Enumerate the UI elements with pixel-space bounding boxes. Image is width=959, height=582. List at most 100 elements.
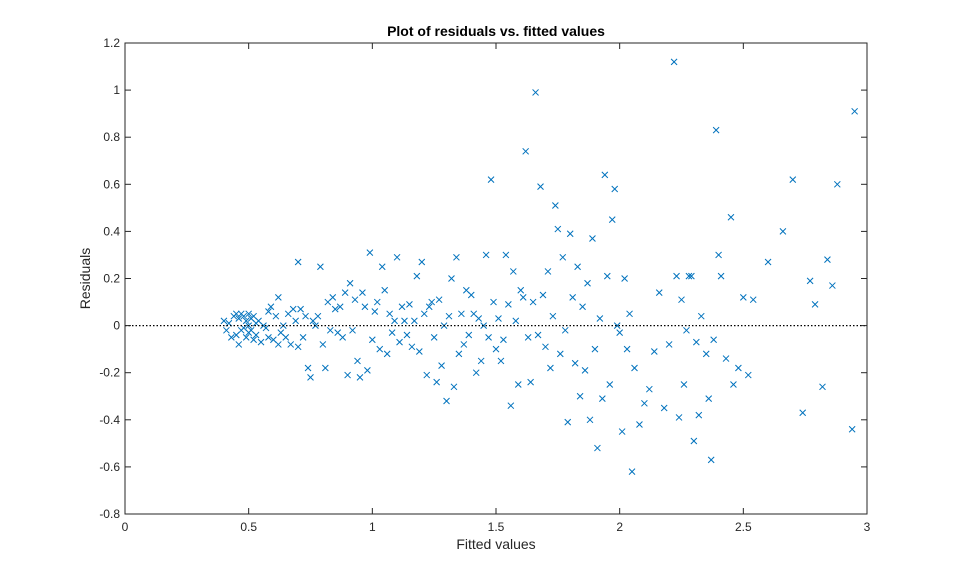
data-point xyxy=(265,334,272,341)
data-point xyxy=(665,341,673,348)
data-point xyxy=(485,334,492,341)
data-point xyxy=(378,263,386,271)
data-point xyxy=(554,225,562,233)
data-point xyxy=(601,171,609,179)
data-point xyxy=(564,418,572,426)
data-point xyxy=(576,392,584,400)
data-point xyxy=(220,317,228,325)
data-point xyxy=(678,296,685,304)
data-point xyxy=(317,263,324,271)
data-point xyxy=(302,312,309,320)
data-point xyxy=(361,303,369,311)
data-point xyxy=(428,298,436,306)
data-point xyxy=(514,381,522,388)
data-point xyxy=(779,228,787,235)
data-point xyxy=(467,291,475,299)
data-point xyxy=(267,303,275,311)
data-point xyxy=(715,251,722,259)
data-point xyxy=(641,399,648,407)
data-point xyxy=(477,357,485,365)
x-tick-label: 2 xyxy=(616,520,623,534)
y-tick-label: 0.8 xyxy=(103,130,120,144)
data-point xyxy=(415,348,423,355)
data-point xyxy=(401,317,408,325)
data-point xyxy=(819,383,826,391)
data-point xyxy=(252,331,260,339)
data-point xyxy=(505,301,512,308)
y-axis-ticks: -0.8 -0.6 -0.4 -0.2 0 0.2 0.4 0.6 0.8 1 1.2 xyxy=(99,36,867,521)
data-point xyxy=(811,301,819,308)
data-point xyxy=(497,357,505,365)
data-point xyxy=(534,331,542,339)
data-point xyxy=(406,301,413,308)
data-point xyxy=(240,312,248,320)
data-point xyxy=(245,310,253,318)
data-point xyxy=(250,336,257,344)
data-point xyxy=(739,293,747,301)
y-tick-label: -0.6 xyxy=(99,460,120,474)
data-point xyxy=(507,402,515,410)
data-point xyxy=(569,293,577,301)
data-point xyxy=(393,253,401,261)
data-point xyxy=(326,326,334,334)
data-point xyxy=(594,444,601,452)
data-point xyxy=(482,251,490,259)
data-point xyxy=(368,336,376,344)
data-points-group xyxy=(220,58,858,475)
data-point xyxy=(294,343,302,351)
data-point xyxy=(749,296,757,304)
x-axis-ticks: 0 0.5 1 1.5 2 2.5 3 xyxy=(122,43,871,534)
data-point xyxy=(475,315,483,322)
y-axis-label: Residuals xyxy=(77,248,93,309)
data-point xyxy=(702,350,710,358)
data-point xyxy=(307,374,314,381)
data-point xyxy=(675,414,683,421)
data-point xyxy=(329,293,337,301)
data-point xyxy=(386,310,394,318)
data-point xyxy=(628,468,636,475)
data-point xyxy=(608,216,616,223)
data-point xyxy=(673,272,680,280)
data-point xyxy=(522,147,530,155)
data-point xyxy=(480,322,487,329)
data-point xyxy=(586,416,594,424)
data-point xyxy=(433,378,440,386)
data-point xyxy=(571,359,579,367)
data-point xyxy=(408,343,416,351)
data-point xyxy=(589,235,596,242)
data-point xyxy=(381,286,389,294)
data-point xyxy=(460,341,468,348)
data-point xyxy=(631,364,638,372)
data-point xyxy=(621,275,628,282)
data-point xyxy=(789,176,797,183)
data-point xyxy=(851,107,858,115)
data-point xyxy=(744,371,752,379)
data-point xyxy=(411,317,418,325)
data-point xyxy=(799,409,807,417)
data-point xyxy=(547,364,554,372)
data-point xyxy=(435,296,443,304)
data-point xyxy=(423,371,431,379)
data-point xyxy=(539,291,547,299)
data-point xyxy=(398,303,406,311)
data-point xyxy=(366,249,374,256)
data-point xyxy=(292,317,300,325)
chart-title: Plot of residuals vs. fitted values xyxy=(387,23,605,39)
data-point xyxy=(356,374,364,381)
data-point xyxy=(613,322,621,329)
data-point xyxy=(297,305,304,313)
data-point xyxy=(262,324,270,332)
data-point xyxy=(596,315,604,322)
data-point xyxy=(544,268,552,275)
y-tick-label: 0.4 xyxy=(103,224,120,238)
data-point xyxy=(354,357,361,365)
data-point xyxy=(341,289,349,296)
data-point xyxy=(680,381,688,388)
data-point xyxy=(396,338,403,346)
data-point xyxy=(304,364,312,372)
data-point xyxy=(764,258,772,266)
y-tick-label: -0.2 xyxy=(99,366,120,380)
data-point xyxy=(443,397,450,405)
data-point xyxy=(581,366,589,374)
